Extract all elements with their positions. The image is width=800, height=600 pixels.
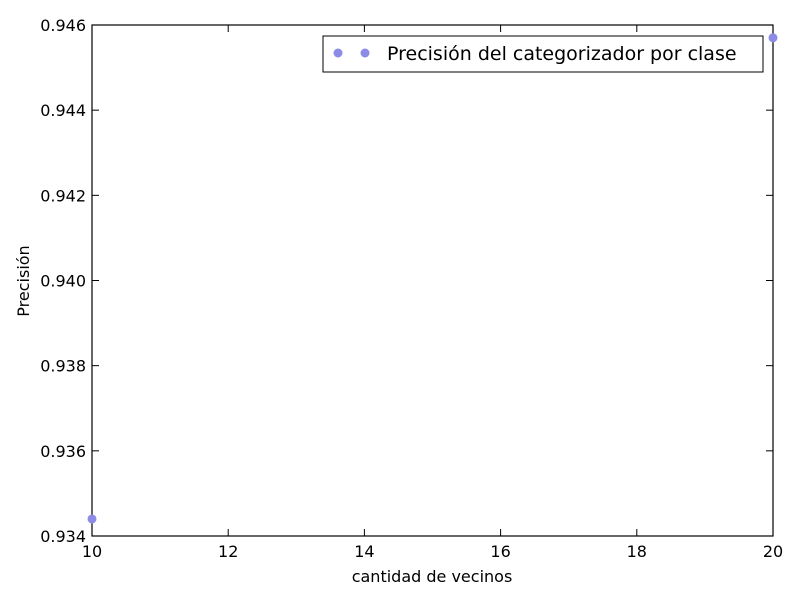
- legend-marker-2: [360, 48, 370, 58]
- y-tick-label-6: 0.946: [40, 16, 86, 35]
- x-tick-label-5: 20: [763, 542, 783, 561]
- legend: Precisión del categorizador por clase: [322, 35, 764, 73]
- y-tick-label-5: 0.944: [40, 101, 86, 120]
- legend-label: Precisión del categorizador por clase: [387, 43, 737, 65]
- x-tick-label-0: 10: [82, 542, 102, 561]
- x-tick-label-4: 18: [627, 542, 647, 561]
- data-point-0-0: [87, 514, 97, 524]
- legend-marker-1: [333, 48, 343, 58]
- y-tick-label-1: 0.936: [40, 442, 86, 461]
- x-axis-title: cantidad de vecinos: [352, 567, 513, 586]
- plot-area: [91, 24, 774, 537]
- x-tick-label-2: 14: [354, 542, 374, 561]
- y-axis-title: Precisión: [14, 245, 33, 316]
- x-tick-label-1: 12: [218, 542, 238, 561]
- y-tick-label-0: 0.934: [40, 527, 86, 546]
- y-tick-label-2: 0.938: [40, 357, 86, 376]
- y-tick-label-3: 0.940: [40, 272, 86, 291]
- legend-box: [322, 35, 764, 73]
- data-point-0-1: [768, 33, 778, 43]
- y-axis-ticks: 0.934 0.936 0.938 0.940 0.942 0.944 0.946: [40, 16, 773, 546]
- y-tick-label-4: 0.942: [40, 186, 86, 205]
- data-points: [87, 33, 778, 524]
- x-axis-ticks: 10 12 14 16 18 20: [82, 25, 783, 561]
- x-tick-label-3: 16: [490, 542, 510, 561]
